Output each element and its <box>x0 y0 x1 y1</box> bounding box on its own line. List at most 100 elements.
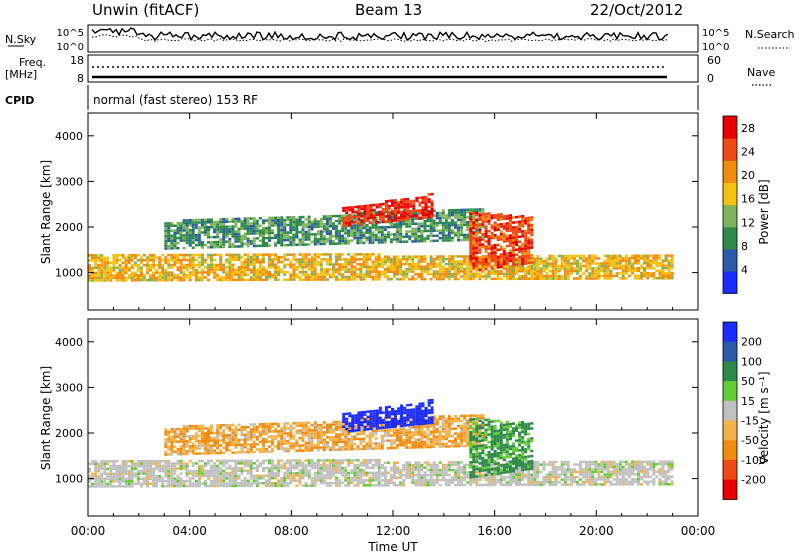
heatmap-cell <box>176 462 180 465</box>
heatmap-cell <box>152 276 156 279</box>
heatmap-cell <box>530 277 534 280</box>
heatmap-cell <box>268 484 271 487</box>
heatmap-cell <box>664 472 668 476</box>
heatmap-cell <box>124 264 128 267</box>
heatmap-cell <box>313 217 317 221</box>
heatmap-cell <box>441 257 445 261</box>
heatmap-cell <box>447 262 451 266</box>
heatmap-cell <box>240 256 244 259</box>
heatmap-cell <box>441 260 445 263</box>
heatmap-cell <box>634 257 637 260</box>
heatmap-cell <box>397 218 401 222</box>
heatmap-cell <box>222 464 226 468</box>
heatmap-cell <box>389 220 393 224</box>
heatmap-cell <box>429 232 433 235</box>
heatmap-cell <box>115 480 119 483</box>
heatmap-cell <box>594 257 598 260</box>
heatmap-cell <box>618 277 622 280</box>
heatmap-cell <box>289 278 293 281</box>
heatmap-cell <box>621 475 625 479</box>
heatmap-cell <box>588 465 592 469</box>
heatmap-cell <box>268 224 272 227</box>
heatmap-cell <box>502 247 506 251</box>
heatmap-cell <box>658 473 662 476</box>
heatmap-cell <box>594 460 598 464</box>
heatmap-cell <box>203 452 207 455</box>
heatmap-cell <box>219 238 223 241</box>
heatmap-cell <box>469 232 473 235</box>
heatmap-cell <box>362 241 366 245</box>
heatmap-cell <box>554 277 558 280</box>
heatmap-cell <box>197 231 201 234</box>
heatmap-cell <box>344 232 348 235</box>
heatmap-cell <box>524 267 528 270</box>
heatmap-cell <box>515 270 518 273</box>
heatmap-cell <box>219 434 223 437</box>
heatmap-cell <box>527 249 531 252</box>
heatmap-cell <box>414 240 418 243</box>
heatmap-cell <box>207 278 210 282</box>
heatmap-cell <box>560 465 564 469</box>
heatmap-cell <box>185 472 189 475</box>
heatmap-cell <box>441 214 445 217</box>
heatmap-cell <box>130 264 134 267</box>
heatmap-cell <box>121 256 125 259</box>
heatmap-cell <box>402 468 406 472</box>
heatmap-cell <box>249 256 253 259</box>
heatmap-cell <box>246 266 250 269</box>
heatmap-cell <box>427 200 431 204</box>
heatmap-cell <box>429 229 433 233</box>
heatmap-cell <box>316 240 320 243</box>
heatmap-cell <box>368 253 372 256</box>
heatmap-cell <box>298 240 302 244</box>
heatmap-cell <box>496 481 500 484</box>
heatmap-cell <box>661 264 665 267</box>
heatmap-cell <box>499 258 503 261</box>
heatmap-cell <box>430 215 434 218</box>
heatmap-cell <box>118 269 122 272</box>
heatmap-cell <box>164 430 168 434</box>
heatmap-cell <box>521 252 525 256</box>
heatmap-cell <box>585 269 589 273</box>
heatmap-cell <box>411 212 415 216</box>
heatmap-cell <box>234 462 238 465</box>
heatmap-cell <box>381 210 385 213</box>
heatmap-cell <box>572 267 576 270</box>
heatmap-cell <box>124 472 128 475</box>
heatmap-cell <box>173 232 177 235</box>
heatmap-cell <box>368 258 372 261</box>
heatmap-cell <box>362 474 366 477</box>
heatmap-cell <box>664 277 668 280</box>
heatmap-cell <box>426 262 430 266</box>
heatmap-cell <box>240 482 244 485</box>
heatmap-cell <box>200 273 204 277</box>
heatmap-cell <box>551 277 555 280</box>
heatmap-cell <box>389 263 393 266</box>
heatmap-cell <box>231 230 235 233</box>
heatmap-cell <box>219 482 223 485</box>
heatmap-cell <box>524 237 528 240</box>
heatmap-cell <box>155 276 159 279</box>
heatmap-cell <box>399 225 403 228</box>
heatmap-cell <box>313 461 317 465</box>
heatmap-cell <box>118 271 122 275</box>
heatmap-cell <box>310 461 314 465</box>
heatmap-cell <box>377 231 381 234</box>
heatmap-cell <box>100 254 104 257</box>
heatmap-cell <box>268 219 272 222</box>
heatmap-cell <box>375 221 379 224</box>
heatmap-cell <box>210 271 214 274</box>
heatmap-cell <box>371 221 375 224</box>
heatmap-cell <box>283 265 287 269</box>
heatmap-cell <box>274 244 278 247</box>
heatmap-cell <box>289 469 293 472</box>
heatmap-cell <box>438 255 442 258</box>
heatmap-cell <box>228 482 232 485</box>
heatmap-cell <box>357 212 361 216</box>
heatmap-cell <box>319 471 323 475</box>
heatmap-cell <box>179 263 183 267</box>
heatmap-cell <box>164 247 168 250</box>
heatmap-cell <box>411 262 415 266</box>
heatmap-cell <box>350 229 354 232</box>
heatmap-cell <box>518 473 522 476</box>
